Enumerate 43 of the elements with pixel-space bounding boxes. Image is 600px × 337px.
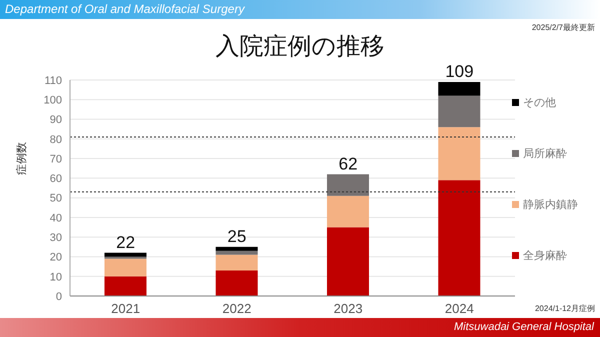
y-tick-label: 70 — [50, 153, 62, 166]
legend-label: その他 — [523, 96, 556, 110]
bar — [438, 180, 480, 296]
legend-label: 静脈内鎮静 — [523, 198, 578, 212]
bar — [438, 82, 480, 96]
bar — [438, 127, 480, 180]
text: 2025/2/7最終更新 — [532, 22, 595, 33]
y-tick-label: 60 — [50, 173, 62, 186]
y-tick-label: 20 — [50, 252, 62, 264]
chart-title: 入院症例の推移 — [216, 33, 384, 60]
x-tick-label: 2021 — [111, 301, 140, 316]
x-tick-label: 2022 — [222, 301, 252, 316]
y-tick-label: 110 — [44, 74, 62, 87]
text: Mitsuwadai General Hospital — [454, 321, 594, 333]
y-axis-title: 症例数 — [15, 142, 29, 175]
legend-label: 局所麻酔 — [523, 146, 567, 161]
total-label: 25 — [227, 226, 246, 246]
bar — [216, 250, 258, 255]
bar — [326, 227, 369, 296]
text: 2024/1-12月症例 — [534, 303, 595, 314]
x-tick-label: 2024 — [444, 301, 474, 316]
legend-label: 全身麻酔 — [523, 248, 567, 263]
y-tick-label: 40 — [50, 212, 62, 224]
bar — [438, 96, 480, 128]
y-tick-label: 100 — [44, 94, 62, 107]
y-tick-label: 80 — [50, 134, 62, 146]
bar — [104, 258, 146, 276]
y-tick-label: 30 — [50, 232, 62, 244]
bar — [326, 196, 369, 228]
bar — [216, 270, 258, 296]
y-tick-label: 10 — [50, 271, 62, 284]
y-tick-label: 0 — [56, 290, 62, 303]
x-tick-label: 2023 — [334, 301, 363, 316]
bar — [216, 254, 258, 270]
total-label: 22 — [116, 232, 136, 252]
y-tick-label: 50 — [50, 192, 62, 205]
text: Department of Oral and Maxillofacial Surgery — [5, 2, 244, 16]
bar — [104, 276, 146, 296]
total-label: 62 — [338, 154, 358, 174]
bar — [326, 174, 369, 196]
bar — [216, 246, 258, 251]
total-label: 109 — [445, 62, 474, 81]
y-tick-label: 90 — [50, 114, 62, 126]
